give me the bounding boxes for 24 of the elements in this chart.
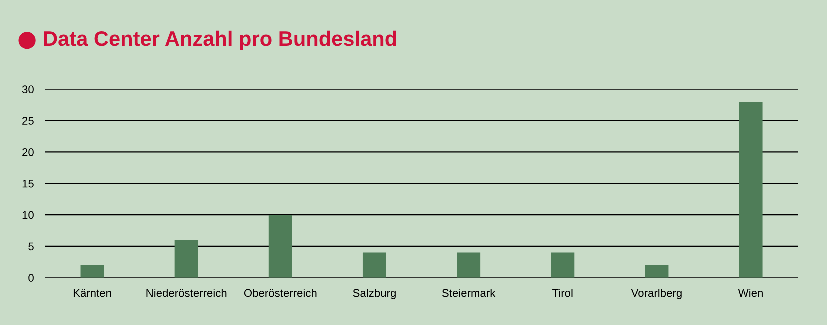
x-tick-label: Vorarlberg [631, 288, 682, 300]
x-tick-label: Tirol [552, 288, 573, 298]
y-tick-label: 25 [22, 117, 34, 125]
x-tick-label: Salzburg [353, 288, 396, 300]
y-tick-label: 15 [22, 180, 34, 188]
bar [268, 215, 292, 278]
bar [362, 252, 386, 278]
x-tick-label: Kärnten [74, 289, 112, 298]
bar [645, 265, 669, 278]
x-tick-label: Oberösterreich [244, 288, 317, 298]
y-tick-label: 0 [28, 274, 34, 282]
x-tick-label: Niederösterreich [146, 288, 227, 298]
y-tick-label: 10 [22, 211, 34, 220]
y-tick-label: 5 [28, 242, 34, 251]
x-tick-label: Steiermark [442, 288, 496, 298]
y-tick-label: 30 [22, 86, 34, 94]
bar [80, 265, 104, 278]
chart-title: Data Center Anzahl pro Bundesland [44, 30, 396, 50]
bar [174, 240, 198, 278]
y-tick-label: 20 [22, 148, 34, 156]
bar [739, 102, 763, 278]
x-tick-label: Wien [738, 288, 763, 298]
bar [457, 252, 481, 278]
bar [551, 252, 575, 278]
